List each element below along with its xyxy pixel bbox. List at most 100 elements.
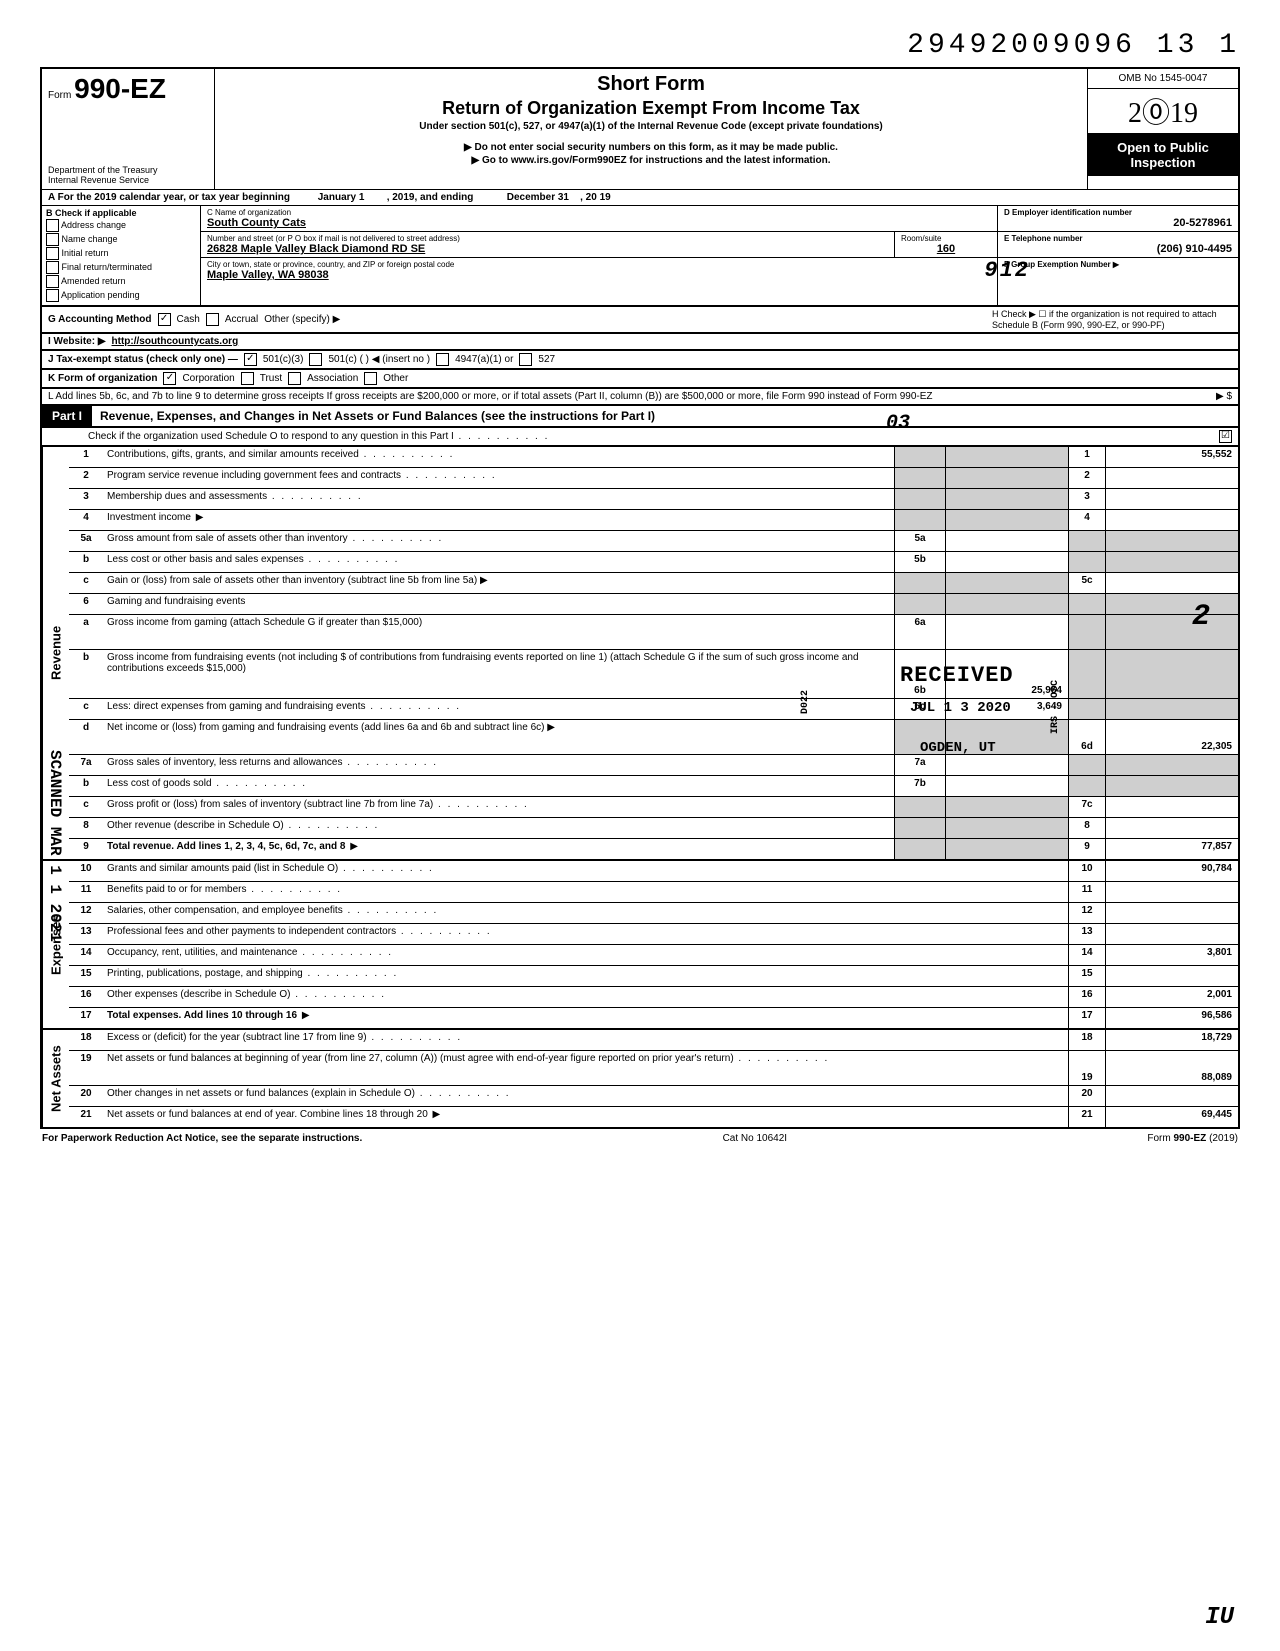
- website-value: http://southcountycats.org: [112, 336, 239, 347]
- room-value: 160: [901, 243, 991, 255]
- chk-cash[interactable]: ✓: [158, 313, 171, 326]
- form-year: 2⓪201919: [1088, 89, 1238, 134]
- row-l-note: L Add lines 5b, 6c, and 7b to line 9 to …: [40, 389, 1240, 406]
- handwritten-iu: IU: [1205, 1604, 1234, 1631]
- line-14-value: 3,801: [1105, 945, 1238, 965]
- line-20-desc: Other changes in net assets or fund bala…: [103, 1086, 1068, 1106]
- ein-label: D Employer identification number: [1004, 208, 1232, 217]
- form-header-left: Form 990-EZ Department of the Treasury I…: [42, 69, 215, 189]
- chk-501c3[interactable]: ✓: [244, 353, 257, 366]
- line-16-value: 2,001: [1105, 987, 1238, 1007]
- line-21-desc: Net assets or fund balances at end of ye…: [103, 1107, 1068, 1127]
- line-8-desc: Other revenue (describe in Schedule O): [103, 818, 894, 838]
- row-l-text: L Add lines 5b, 6c, and 7b to line 9 to …: [48, 391, 933, 402]
- chk-other-org[interactable]: [364, 372, 377, 385]
- row-a-mid: , 2019, and ending: [387, 192, 474, 203]
- line-6d-value: 22,305: [1105, 720, 1238, 754]
- col-c-org-info: C Name of organization South County Cats…: [201, 206, 997, 305]
- form-title-long: Return of Organization Exempt From Incom…: [223, 98, 1079, 119]
- form-subtitle-3: ▶ Go to www.irs.gov/Form990EZ for instru…: [223, 155, 1079, 166]
- form-subtitle-1: Under section 501(c), 527, or 4947(a)(1)…: [223, 121, 1079, 132]
- line-11-desc: Benefits paid to or for members: [103, 882, 1068, 902]
- line-6a-desc: Gross income from gaming (attach Schedul…: [103, 615, 894, 649]
- part1-header: Part I Revenue, Expenses, and Changes in…: [40, 406, 1240, 428]
- block-identity: B Check if applicable Address change Nam…: [40, 206, 1240, 307]
- row-k-label: K Form of organization: [48, 373, 157, 384]
- chk-name-change[interactable]: Name change: [46, 233, 196, 246]
- row-j-label: J Tax-exempt status (check only one) —: [48, 354, 238, 365]
- row-a-tax-year: A For the 2019 calendar year, or tax yea…: [40, 189, 1240, 206]
- form-header-right: OMB No 1545-0047 2⓪201919 Open to Public…: [1087, 69, 1238, 189]
- phone-value: (206) 910-4495: [1004, 243, 1232, 255]
- line-18-desc: Excess or (deficit) for the year (subtra…: [103, 1030, 1068, 1050]
- side-label-net-assets: Net Assets: [42, 1030, 69, 1127]
- expenses-section: Expenses 10Grants and similar amounts pa…: [40, 861, 1240, 1030]
- street-label: Number and street (or P O box if mail is…: [207, 234, 888, 243]
- tax-year-begin: January 1: [318, 192, 365, 203]
- row-a-label: A For the 2019 calendar year, or tax yea…: [48, 192, 290, 203]
- org-name-label: C Name of organization: [207, 208, 991, 217]
- col-b-header: B Check if applicable: [46, 208, 196, 218]
- chk-527[interactable]: [519, 353, 532, 366]
- chk-address-change[interactable]: Address change: [46, 219, 196, 232]
- form-title-short: Short Form: [223, 73, 1079, 96]
- line-21-value: 69,445: [1105, 1107, 1238, 1127]
- dept-label: Department of the Treasury Internal Reve…: [48, 165, 208, 185]
- row-g-label: G Accounting Method: [48, 314, 152, 325]
- line-5a-desc: Gross amount from sale of assets other t…: [103, 531, 894, 551]
- line-6d-desc: Net income or (loss) from gaming and fun…: [103, 720, 894, 754]
- scanned-stamp: SCANNED MAR 1 1 2021: [46, 750, 64, 942]
- line-5c-desc: Gain or (loss) from sale of assets other…: [103, 573, 894, 593]
- chk-4947[interactable]: [436, 353, 449, 366]
- tax-year-end: December 31: [507, 192, 569, 203]
- line-6c-value: 3,649: [945, 699, 1068, 719]
- line-9-desc: Total revenue. Add lines 1, 2, 3, 4, 5c,…: [103, 839, 894, 859]
- city-label: City or town, state or province, country…: [207, 260, 991, 269]
- part1-check-line: Check if the organization used Schedule …: [40, 428, 1240, 447]
- line-1-desc: Contributions, gifts, grants, and simila…: [103, 447, 894, 467]
- form-number: 990-EZ: [74, 73, 166, 104]
- line-17-desc: Total expenses. Add lines 10 through 16: [103, 1008, 1068, 1028]
- omb-number: OMB No 1545-0047: [1088, 69, 1238, 89]
- group-exemption-label: F Group Exemption Number ▶: [1004, 260, 1232, 269]
- line-7c-desc: Gross profit or (loss) from sales of inv…: [103, 797, 894, 817]
- chk-corporation[interactable]: ✓: [163, 372, 176, 385]
- chk-amended-return[interactable]: Amended return: [46, 275, 196, 288]
- col-b-checkboxes: B Check if applicable Address change Nam…: [42, 206, 201, 305]
- chk-final-return[interactable]: Final return/terminated: [46, 261, 196, 274]
- line-15-desc: Printing, publications, postage, and shi…: [103, 966, 1068, 986]
- chk-association[interactable]: [288, 372, 301, 385]
- form-prefix: Form: [48, 90, 71, 101]
- form-container: 29492009096 13 1 Form 990-EZ Department …: [40, 30, 1240, 1148]
- row-l-arrow: ▶ $: [1216, 391, 1232, 402]
- line-6-desc: Gaming and fundraising events: [103, 594, 894, 614]
- website-label: I Website: ▶: [48, 336, 106, 347]
- line-4-desc: Investment income: [103, 510, 894, 530]
- line-19-desc: Net assets or fund balances at beginning…: [103, 1051, 1068, 1085]
- row-g-accounting: G Accounting Method ✓ Cash Accrual Other…: [40, 307, 1240, 334]
- chk-application-pending[interactable]: Application pending: [46, 289, 196, 302]
- line-7a-desc: Gross sales of inventory, less returns a…: [103, 755, 894, 775]
- chk-schedule-o[interactable]: ☑: [1219, 430, 1232, 443]
- document-locator-number: 29492009096 13 1: [40, 30, 1240, 61]
- line-18-value: 18,729: [1105, 1030, 1238, 1050]
- line-17-value: 96,586: [1105, 1008, 1238, 1028]
- col-de: D Employer identification number 20-5278…: [997, 206, 1238, 305]
- line-1-value: 55,552: [1105, 447, 1238, 467]
- line-6b-value: 25,954: [945, 650, 1068, 698]
- line-14-desc: Occupancy, rent, utilities, and maintena…: [103, 945, 1068, 965]
- row-k-org-form: K Form of organization ✓ Corporation Tru…: [40, 370, 1240, 389]
- line-10-value: 90,784: [1105, 861, 1238, 881]
- chk-trust[interactable]: [241, 372, 254, 385]
- open-to-public: Open to Public Inspection: [1088, 134, 1238, 176]
- chk-501c[interactable]: [309, 353, 322, 366]
- phone-label: E Telephone number: [1004, 234, 1232, 243]
- net-assets-section: Net Assets 18Excess or (deficit) for the…: [40, 1030, 1240, 1129]
- footer-right: Form 990-EZ (2019): [1147, 1133, 1238, 1144]
- line-7b-desc: Less cost of goods sold: [103, 776, 894, 796]
- footer-left: For Paperwork Reduction Act Notice, see …: [42, 1133, 362, 1144]
- chk-accrual[interactable]: [206, 313, 219, 326]
- revenue-section: Revenue 1Contributions, gifts, grants, a…: [40, 447, 1240, 861]
- chk-initial-return[interactable]: Initial return: [46, 247, 196, 260]
- part1-check-text: Check if the organization used Schedule …: [88, 431, 549, 442]
